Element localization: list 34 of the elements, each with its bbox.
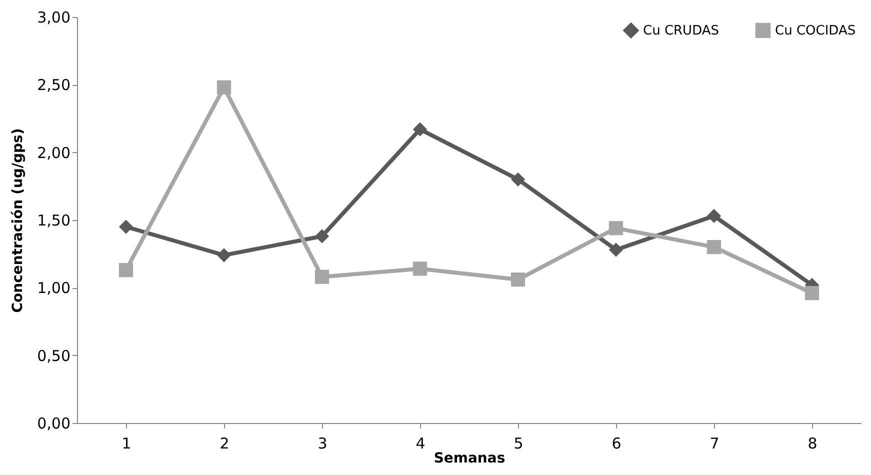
legend-label: Cu CRUDAS: [643, 23, 720, 38]
y-tick-label: 1,50: [37, 212, 70, 230]
x-tick-label: 6: [612, 434, 622, 452]
x-tick-label: 4: [416, 434, 426, 452]
point: [412, 262, 428, 276]
x-tick-label: 7: [710, 434, 720, 452]
point: [118, 263, 134, 278]
y-tick-label: 0,50: [37, 346, 70, 365]
point: [706, 208, 722, 224]
y-tick-label: 3,00: [37, 8, 70, 26]
x-tick-label: 3: [318, 434, 328, 452]
y-tick-label: 1,00: [37, 279, 70, 298]
y-tick-label: 0,00: [37, 414, 70, 432]
point: [608, 242, 624, 257]
point: [412, 122, 428, 136]
point: [118, 220, 134, 234]
y-axis-title: Concentración (ug/gps): [10, 128, 26, 313]
point: [314, 270, 330, 284]
point: [216, 80, 232, 94]
x-tick-label: 8: [808, 434, 818, 452]
x-tick-label: 5: [514, 434, 524, 452]
y-tick-label: 2,00: [37, 144, 70, 162]
point: [804, 286, 820, 300]
legend-label: Cu COCIDAS: [775, 23, 856, 38]
y-tick-label: 2,50: [37, 76, 70, 94]
point: [706, 240, 722, 254]
x-tick-label: 1: [122, 434, 132, 452]
x-axis-title: Semanas: [434, 450, 506, 466]
point: [216, 248, 232, 262]
point: [314, 229, 330, 244]
point: [608, 221, 624, 236]
point: [510, 272, 526, 287]
x-tick-label: 2: [220, 434, 230, 452]
point: [510, 172, 526, 186]
